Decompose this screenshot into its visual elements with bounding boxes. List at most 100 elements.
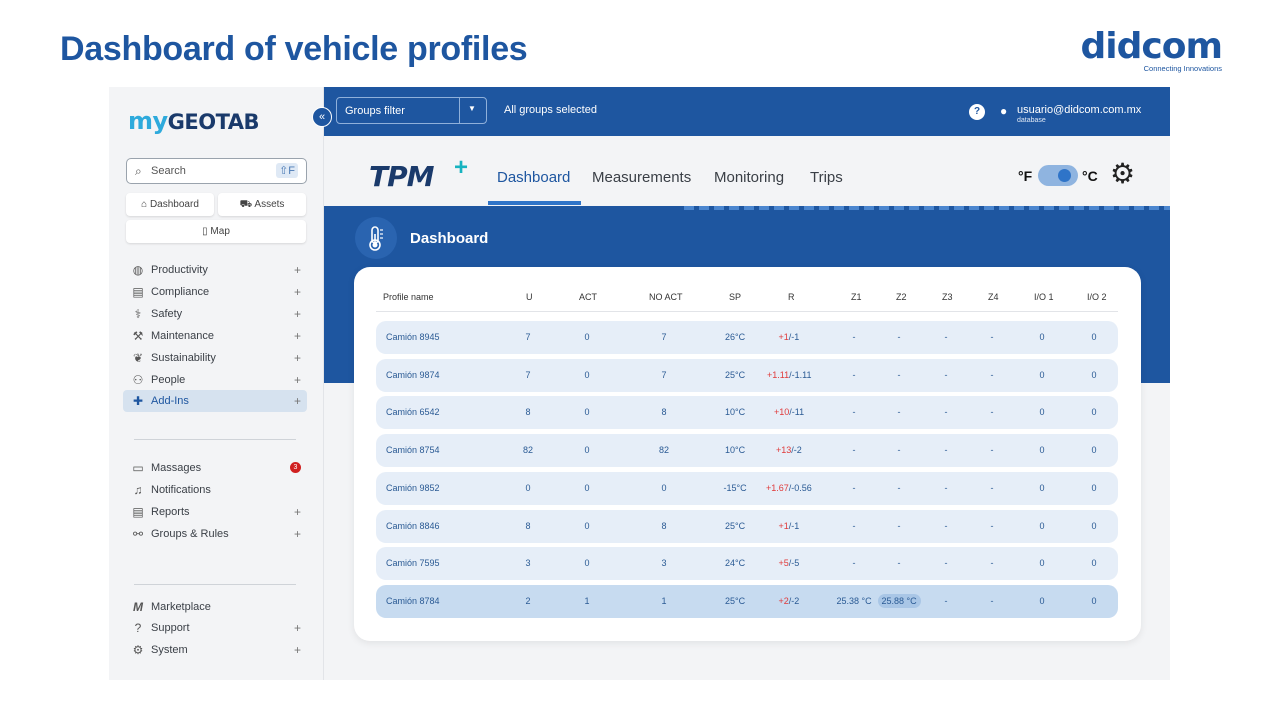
tab-trips[interactable]: Trips <box>810 169 843 186</box>
profile-name-cell[interactable]: Camión 9852 <box>386 482 440 493</box>
profile-name-cell[interactable]: Camión 8945 <box>386 332 440 342</box>
unit-toggle[interactable] <box>1038 165 1078 186</box>
didcom-logo-tagline: Connecting Innovations <box>1143 64 1222 73</box>
sidebar-item-compliance[interactable]: ▤ Compliance + <box>123 281 307 303</box>
table-row[interactable]: Camión 9874 7 0 7 25°C +1.11/-1.11 - - - - 0 0 <box>376 358 1118 392</box>
quick-assets-button[interactable]: ⛟ Assets <box>218 193 306 216</box>
profile-name-cell[interactable]: Camión 9874 <box>386 369 440 380</box>
u-cell: 8 <box>525 520 531 531</box>
sidebar-item-messages[interactable]: ▭ Massages 3 <box>123 457 307 479</box>
z1-cell: - <box>852 369 856 380</box>
sidebar-item-groups-rules[interactable]: ⚯ Groups & Rules + <box>123 523 307 545</box>
profile-name-cell[interactable]: Camión 6542 <box>386 407 440 418</box>
search-placeholder: Search <box>151 165 186 177</box>
io2-cell: 0 <box>1091 369 1097 380</box>
clipboard-icon: ▤ <box>132 285 144 299</box>
z2-value-pill: 25.88 °C <box>877 593 921 608</box>
unread-badge: 3 <box>290 462 301 473</box>
act-cell: 0 <box>584 558 590 569</box>
expand-icon[interactable]: + <box>293 643 301 657</box>
expand-icon[interactable]: + <box>293 505 301 519</box>
gear-icon[interactable]: ⚙ <box>1110 158 1136 189</box>
expand-icon[interactable]: + <box>293 621 301 635</box>
sidebar-item-label: Sustainability <box>151 352 216 364</box>
sidebar-item-label: Reports <box>151 506 190 518</box>
mygeotab-logo[interactable]: myGEOTAB <box>128 107 260 135</box>
quick-map-button[interactable]: ▯ Map <box>126 220 306 243</box>
z1-cell: 25.38 °C <box>836 595 872 606</box>
expand-icon[interactable]: + <box>293 285 301 299</box>
sidebar-item-reports[interactable]: ▤ Reports + <box>123 501 307 523</box>
sidebar-item-label: Support <box>151 622 190 634</box>
act-cell: 1 <box>584 595 590 606</box>
search-shortcut: ⇧F <box>276 163 298 178</box>
io2-cell: 0 <box>1091 332 1097 342</box>
bell-icon: ♫ <box>133 483 143 497</box>
u-cell: 7 <box>525 369 531 380</box>
sidebar-item-system[interactable]: ⚙ System + <box>123 639 307 661</box>
z2-cell: - <box>897 407 901 418</box>
expand-icon[interactable]: + <box>293 373 301 387</box>
wrench-icon: ⚒ <box>132 329 144 343</box>
table-row[interactable]: Camión 6542 8 0 8 10°C +10/-11 - - - - 0 0 <box>376 396 1118 430</box>
tab-measurements[interactable]: Measurements <box>592 169 692 186</box>
noact-cell: 1 <box>661 595 667 606</box>
sidebar-item-add-ins[interactable]: ✚ Add-Ins + <box>123 390 307 412</box>
table-row[interactable]: Camión 7595 3 0 3 24°C +5/-5 - - - - 0 0 <box>376 547 1118 581</box>
r-minus-value: /-0.56 <box>788 482 812 493</box>
sidebar-item-notifications[interactable]: ♫ Notifications <box>123 479 307 501</box>
profile-name-cell[interactable]: Camión 7595 <box>386 558 440 569</box>
table-row[interactable]: Camión 8846 8 0 8 25°C +1/-1 - - - - 0 0 <box>376 509 1118 543</box>
expand-icon[interactable]: + <box>293 527 301 541</box>
user-icon[interactable]: ● <box>1000 104 1008 118</box>
sidebar-item-productivity[interactable]: ◍ Productivity + <box>123 259 307 281</box>
didcom-logo: didcom Connecting Innovations <box>1081 29 1223 74</box>
profile-name-cell[interactable]: Camión 8754 <box>386 445 440 456</box>
z4-cell: - <box>990 558 994 569</box>
z2-cell: 25.88 °C <box>877 593 921 608</box>
sidebar: myGEOTAB ⌕ Search ⇧F ⌂ Dashboard ⛟ Asset… <box>109 87 324 680</box>
expand-icon[interactable]: + <box>293 329 301 343</box>
chevron-down-icon[interactable]: ▼ <box>468 104 476 113</box>
thermometer-icon <box>355 217 397 259</box>
report-icon: ▤ <box>132 505 144 519</box>
groups-filter-label: Groups filter <box>345 105 405 117</box>
z4-cell: - <box>990 595 994 606</box>
column-header: NO ACT <box>649 292 683 302</box>
sidebar-item-maintenance[interactable]: ⚒ Maintenance + <box>123 325 307 347</box>
profile-name-cell[interactable]: Camión 8784 <box>386 595 440 606</box>
noact-cell: 8 <box>661 407 667 418</box>
quick-dashboard-button[interactable]: ⌂ Dashboard <box>126 193 214 216</box>
table-row[interactable]: Camión 8784 2 1 1 25°C +2/-2 25.38 °C 25.88 °C -… <box>376 584 1118 618</box>
tab-dashboard[interactable]: Dashboard <box>497 169 571 186</box>
r-cell: +10/-11 <box>774 407 804 417</box>
expand-icon[interactable]: + <box>293 351 301 365</box>
help-icon[interactable]: ? <box>969 104 985 120</box>
sidebar-item-support[interactable]: ? Support + <box>123 617 307 639</box>
sidebar-item-people[interactable]: ⚇ People + <box>123 369 307 391</box>
expand-icon[interactable]: + <box>293 307 301 321</box>
groups-filter-dropdown[interactable]: Groups filter ▼ <box>336 97 487 124</box>
search-input[interactable]: ⌕ Search ⇧F <box>126 158 307 184</box>
table-row[interactable]: Camión 9852 0 0 0 -15°C +1.67/-0.56 - - - - 0 0 <box>376 471 1118 505</box>
user-email[interactable]: usuario@didcom.com.mx <box>1017 104 1142 116</box>
sidebar-item-label: Groups & Rules <box>151 528 229 540</box>
sp-cell: 10°C <box>725 407 746 418</box>
collapse-sidebar-icon[interactable]: « <box>312 107 332 127</box>
profile-name-cell[interactable]: Camión 8846 <box>386 520 440 531</box>
sidebar-item-marketplace[interactable]: M Marketplace <box>123 596 307 618</box>
io2-cell: 0 <box>1091 558 1097 569</box>
tab-monitoring[interactable]: Monitoring <box>714 169 785 186</box>
dashed-line <box>684 206 1170 210</box>
expand-icon[interactable]: + <box>293 263 301 277</box>
table-row[interactable]: Camión 8754 82 0 82 10°C +13/-2 - - - - 0 0 <box>376 434 1118 468</box>
sidebar-item-sustainability[interactable]: ❦ Sustainability + <box>123 347 307 369</box>
table-row[interactable]: Camión 8945 7 0 7 26°C +1/-1 - - - - 0 0 <box>376 321 1118 354</box>
r-minus-value: /-1.11 <box>789 369 812 380</box>
sidebar-item-safety[interactable]: ⚕ Safety + <box>123 303 307 325</box>
quick-assets-label: Assets <box>254 199 285 210</box>
expand-icon[interactable]: + <box>293 394 301 408</box>
io2-cell: 0 <box>1091 595 1097 606</box>
io1-cell: 0 <box>1039 482 1045 493</box>
r-minus-value: /-2 <box>788 595 800 606</box>
